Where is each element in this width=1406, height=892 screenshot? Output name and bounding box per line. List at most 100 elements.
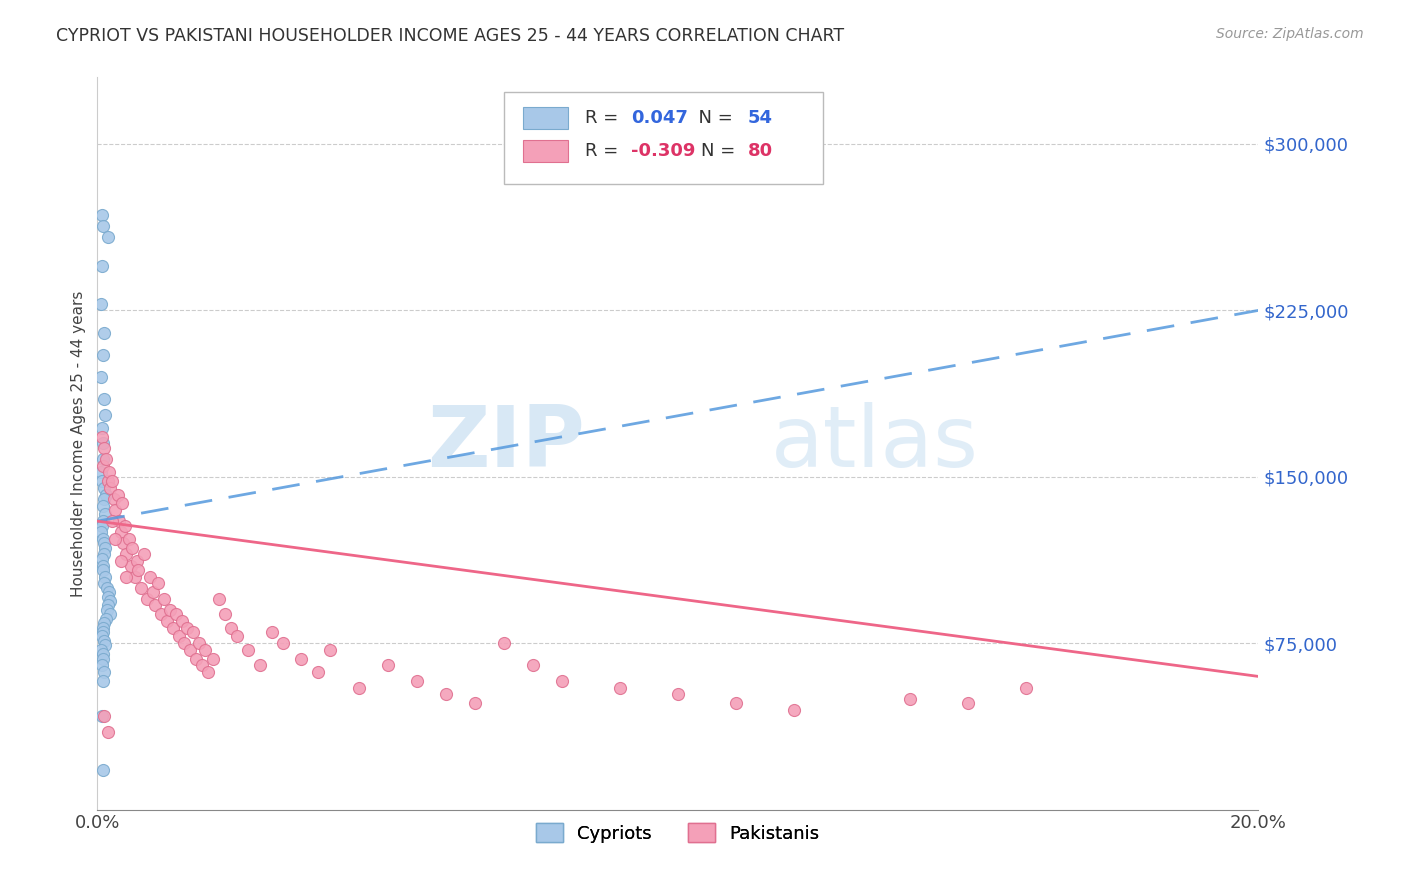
Text: -0.309: -0.309 [631,142,696,160]
Point [94,541,117,555]
Point [202,651,225,665]
Point [120,558,142,573]
Point [98,607,121,622]
Point [94,452,117,467]
Point [90,466,112,480]
Text: ZIP: ZIP [427,402,585,485]
Point [898,691,921,706]
Point [124,569,146,583]
Point [666,687,689,701]
Point [114,518,136,533]
Point [225,630,247,644]
Point [97,590,120,604]
Text: atlas: atlas [770,402,979,485]
Point [173,636,195,650]
Point [91,658,114,673]
Point [101,474,124,488]
Point [238,642,260,657]
Point [93,441,115,455]
Point [97,466,120,480]
Point [91,532,114,546]
Point [94,508,117,522]
Point [159,603,181,617]
Point [91,518,114,533]
Point [1015,681,1038,695]
Point [91,421,114,435]
Point [170,614,193,628]
Point [91,474,114,488]
Point [181,625,204,640]
Point [91,625,114,640]
Point [492,636,515,650]
Point [405,673,427,688]
Point [91,763,114,777]
Point [138,569,160,583]
Point [91,558,114,573]
Y-axis label: Householder Income Ages 25 - 44 years: Householder Income Ages 25 - 44 years [72,290,86,597]
Point [108,514,131,528]
Point [162,621,184,635]
Legend: Cypriots, Pakistanis: Cypriots, Pakistanis [527,814,830,852]
Point [132,548,155,562]
FancyBboxPatch shape [523,107,568,128]
Point [176,621,198,635]
Point [93,576,115,591]
FancyBboxPatch shape [523,140,568,161]
Point [91,514,114,528]
Point [197,665,219,679]
Point [184,651,207,665]
Point [93,548,115,562]
Point [290,651,312,665]
Point [93,634,115,648]
Point [110,554,132,568]
Point [93,709,115,723]
Point [90,525,112,540]
Point [167,630,190,644]
Point [94,612,117,626]
Point [91,458,114,473]
Point [522,658,544,673]
Point [101,514,124,528]
Point [214,607,236,622]
Point [115,569,138,583]
Point [91,452,114,467]
Point [104,503,127,517]
Point [98,481,121,495]
Point [97,725,120,739]
Point [115,548,138,562]
Point [434,687,457,701]
Point [94,569,117,583]
Point [98,594,121,608]
Point [91,651,114,665]
Point [96,603,118,617]
Point [93,536,115,550]
Point [97,585,120,599]
Point [307,665,329,679]
Point [94,487,117,501]
Point [125,554,148,568]
Point [377,658,399,673]
Text: N =: N = [702,142,741,160]
Point [148,576,170,591]
Point [551,673,574,688]
Text: 54: 54 [748,109,772,127]
Point [91,499,114,513]
Point [118,532,141,546]
Point [97,230,120,244]
Point [91,436,114,450]
Text: CYPRIOT VS PAKISTANI HOUSEHOLDER INCOME AGES 25 - 44 YEARS CORRELATION CHART: CYPRIOT VS PAKISTANI HOUSEHOLDER INCOME … [56,27,845,45]
Point [110,525,132,540]
Point [179,642,201,657]
Point [90,370,112,384]
Point [127,563,149,577]
Point [97,474,120,488]
Point [104,532,127,546]
Point [249,658,271,673]
Point [609,681,631,695]
Point [783,703,806,717]
Point [129,581,152,595]
Text: R =: R = [585,142,624,160]
Point [194,642,217,657]
Point [141,585,163,599]
Point [91,208,114,222]
